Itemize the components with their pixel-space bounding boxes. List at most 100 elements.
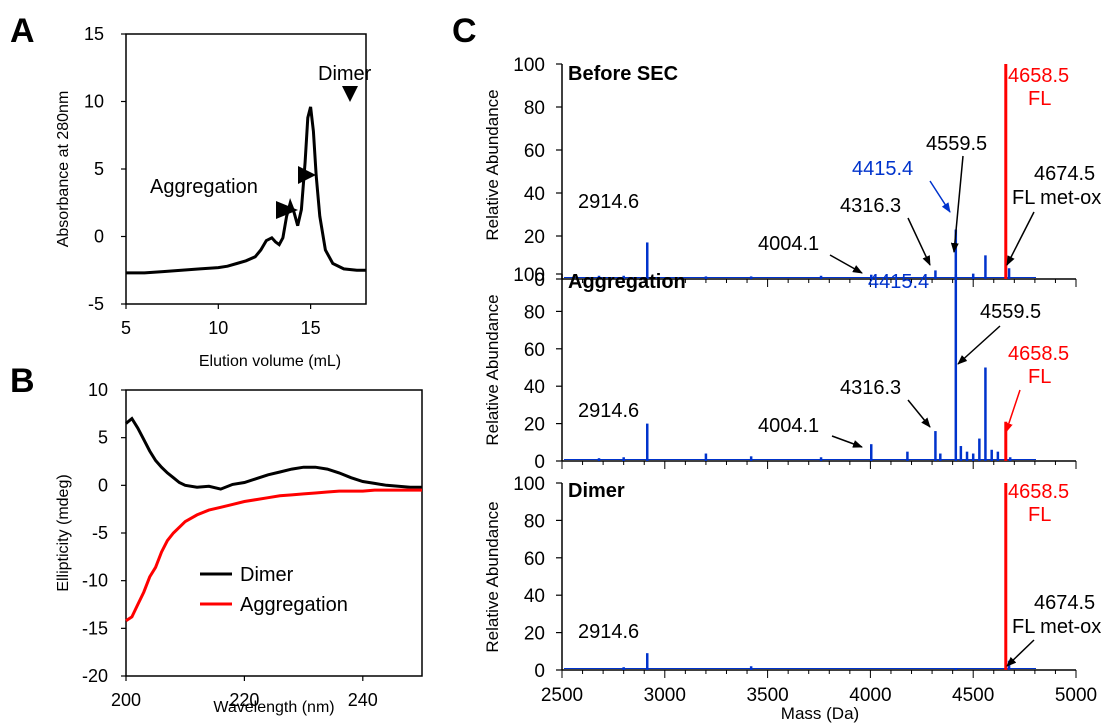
peak-label: 2914.6	[578, 400, 639, 422]
panel-label-a: A	[10, 12, 35, 50]
y-tick-label: 5	[98, 428, 108, 448]
chart-a-y-axis-label: Absorbance at 280nm	[55, 91, 72, 248]
x-tick-label: 200	[111, 690, 141, 710]
y-tick-label: 15	[84, 24, 104, 44]
x-tick-label: 2500	[541, 685, 583, 706]
peak-label: FL met-ox	[1012, 187, 1101, 209]
legend-label-dimer: Dimer	[240, 564, 294, 586]
y-tick-label: 80	[524, 98, 545, 119]
panel-label-b: B	[10, 362, 35, 400]
y-tick-label: 40	[524, 184, 545, 205]
chart-c-y-axis-label: Relative Abundance	[483, 501, 502, 652]
peak-arrow	[829, 254, 863, 274]
x-tick-label: 220	[229, 690, 259, 710]
y-tick-label: -5	[88, 294, 104, 314]
peak-label: 4559.5	[980, 301, 1041, 323]
y-tick-label: 100	[513, 265, 545, 286]
peak-label: 4674.5	[1034, 163, 1095, 185]
y-tick-label: 5	[94, 159, 104, 179]
chart-b: 200 220 240 10 5 0 -5 -10 -15 -20 Dimer Aggregati…	[55, 380, 423, 716]
annotation-aggregation: Aggregation	[150, 176, 258, 198]
dimer-marker-icon	[342, 86, 358, 102]
peak-arrow	[907, 399, 931, 428]
subpanel-title-dimer: Dimer	[568, 480, 625, 502]
chart-c-y-axis-label: Relative Abundance	[483, 89, 502, 240]
peak-label: 4658.5	[1008, 65, 1069, 87]
chart-a-series-line	[126, 106, 366, 275]
y-tick-label: 20	[524, 624, 545, 645]
peak-label: 4658.5	[1008, 481, 1069, 503]
peak-label: 4674.5	[1034, 592, 1095, 614]
peak-label: 4658.5	[1008, 343, 1069, 365]
peak-arrow	[957, 325, 1001, 365]
x-tick-label: 10	[208, 318, 228, 338]
y-tick-label: 20	[524, 227, 545, 248]
peak-label: FL	[1028, 366, 1051, 388]
y-tick-label: -15	[82, 618, 108, 638]
y-tick-label: 60	[524, 549, 545, 570]
peak-label: 4004.1	[758, 233, 819, 255]
peak-label: FL	[1028, 88, 1051, 110]
peak-arrow	[950, 155, 964, 253]
x-tick-label: 5	[121, 318, 131, 338]
panel-label-c: C	[452, 12, 477, 50]
peak-marker-icon	[298, 166, 316, 184]
chart-b-y-axis-label: Ellipticity (mdeg)	[55, 474, 72, 591]
y-tick-label: 20	[524, 415, 545, 436]
y-tick-label: 40	[524, 377, 545, 398]
y-tick-label: 10	[84, 92, 104, 112]
peak-label: 4415.4	[852, 158, 913, 180]
peak-arrow	[907, 217, 931, 266]
y-tick-label: 0	[98, 475, 108, 495]
legend-label-aggregation: Aggregation	[240, 594, 348, 616]
x-tick-label: 15	[301, 318, 321, 338]
y-tick-label: 40	[524, 586, 545, 607]
peak-label: 4004.1	[758, 415, 819, 437]
peak-label: 2914.6	[578, 191, 639, 213]
y-tick-label: 10	[88, 380, 108, 400]
y-tick-label: 80	[524, 302, 545, 323]
y-tick-label: 60	[524, 141, 545, 162]
x-tick-label: 4000	[849, 685, 891, 706]
y-tick-label: -10	[82, 571, 108, 591]
x-tick-label: 240	[348, 690, 378, 710]
peak-label: 2914.6	[578, 621, 639, 643]
peak-arrow	[1006, 211, 1035, 266]
chart-b-legend: Dimer Aggregation	[200, 564, 348, 616]
peak-label: 4559.5	[926, 133, 987, 155]
y-tick-label: 100	[513, 474, 545, 495]
annotation-dimer: Dimer	[318, 63, 372, 85]
y-tick-label: 0	[534, 270, 545, 291]
y-tick-label: 80	[524, 511, 545, 532]
chart-c-x-axis-label: Mass (Da)	[781, 704, 859, 723]
y-tick-label: 100	[513, 55, 545, 76]
peak-arrow	[1005, 389, 1021, 433]
peak-label: 4316.3	[840, 377, 901, 399]
chart-b-x-axis-label: Wavelength (nm)	[213, 699, 334, 716]
peak-arrow	[831, 435, 863, 448]
peak-arrow	[929, 180, 951, 213]
subpanel-title-aggregation: Aggregation	[568, 271, 686, 293]
x-tick-label: 3500	[746, 685, 788, 706]
aggregation-marker-icon	[276, 201, 298, 219]
peak-label: 4316.3	[840, 195, 901, 217]
chart-a-x-axis-label: Elution volume (mL)	[199, 353, 341, 370]
chart-b-frame	[125, 389, 423, 677]
peak-label: FL	[1028, 504, 1051, 526]
chart-b-series-dimer	[125, 416, 422, 491]
chart-a: 5 10 15 15 10 5 0 -5 Dimer Aggregation Elution …	[55, 24, 372, 370]
y-tick-label: 0	[534, 452, 545, 473]
y-tick-label: 0	[94, 227, 104, 247]
chart-c: 0204060801000204060801000204060801002500…	[483, 55, 1101, 723]
peak-label: 4415.4	[868, 271, 929, 293]
x-tick-label: 5000	[1055, 685, 1097, 706]
y-tick-label: -20	[82, 666, 108, 686]
x-tick-label: 3000	[644, 685, 686, 706]
y-tick-label: -5	[92, 523, 108, 543]
y-tick-label: 60	[524, 340, 545, 361]
chart-c-y-axis-label: Relative Abundance	[483, 294, 502, 445]
y-tick-label: 0	[534, 661, 545, 682]
peak-label: FL met-ox	[1012, 616, 1101, 638]
x-tick-label: 4500	[952, 685, 994, 706]
